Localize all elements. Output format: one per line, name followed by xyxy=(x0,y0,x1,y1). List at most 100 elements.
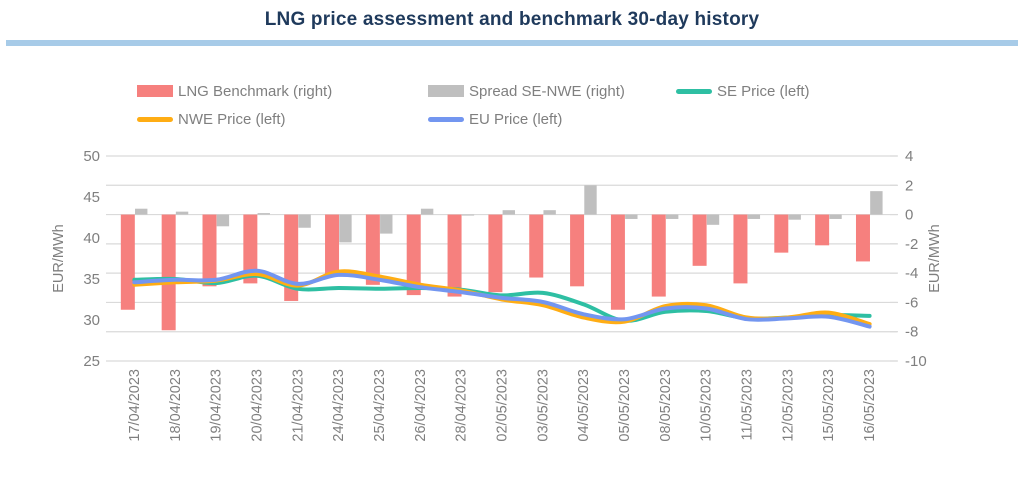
bar xyxy=(815,214,830,246)
bar xyxy=(829,214,842,219)
legend-item-lng-benchmark-right-[interactable]: LNG Benchmark (right) xyxy=(137,82,332,100)
bar xyxy=(625,214,638,219)
x-axis-label: 08/05/2023 xyxy=(658,369,674,442)
bar xyxy=(243,214,258,284)
bar xyxy=(365,214,380,285)
bar xyxy=(651,214,666,297)
bar xyxy=(502,210,515,215)
x-axis-label: 15/05/2023 xyxy=(821,369,837,442)
bar xyxy=(406,214,421,296)
price-chart-svg: 50 45 40 35 30 25 4 2 0 -2 -4 -6 -8 -10 EUR/MWh EUR/MWh… xyxy=(51,148,943,442)
left-axis-labels: 50 45 40 35 30 25 xyxy=(83,148,100,370)
bar xyxy=(774,214,789,253)
legend-item-spread-se-nwe-right-[interactable]: Spread SE-NWE (right) xyxy=(428,82,625,100)
bar xyxy=(461,214,475,216)
bar xyxy=(284,214,299,301)
svg-text:0: 0 xyxy=(905,207,913,224)
bar xyxy=(733,214,748,284)
bar xyxy=(706,214,720,225)
legend-swatch-bar xyxy=(137,85,173,97)
x-axis-label: 04/05/2023 xyxy=(576,369,592,442)
legend-item-eu-price-left-[interactable]: EU Price (left) xyxy=(428,110,562,128)
bar xyxy=(570,214,585,287)
svg-text:-4: -4 xyxy=(905,265,918,282)
legend-label: LNG Benchmark (right) xyxy=(178,82,333,100)
x-axis-label: 18/04/2023 xyxy=(168,369,184,442)
bar xyxy=(665,214,679,219)
x-axis-label: 03/05/2023 xyxy=(535,369,551,442)
x-axis-label: 12/05/2023 xyxy=(780,369,796,442)
svg-text:-10: -10 xyxy=(905,353,927,370)
x-axis-label: 28/04/2023 xyxy=(454,369,470,442)
x-axis-label: 26/04/2023 xyxy=(413,369,429,442)
bar xyxy=(257,213,270,215)
legend-label: EU Price (left) xyxy=(469,110,563,128)
right-axis-title: EUR/MWh xyxy=(927,224,943,292)
svg-text:-6: -6 xyxy=(905,294,918,311)
title-divider xyxy=(6,40,1018,46)
x-axis-label: 05/05/2023 xyxy=(617,369,633,442)
legend-item-nwe-price-left-[interactable]: NWE Price (left) xyxy=(137,110,286,128)
x-axis-label: 24/04/2023 xyxy=(331,369,347,442)
bar xyxy=(161,214,176,331)
bar xyxy=(447,214,462,297)
bar xyxy=(870,191,883,215)
svg-text:30: 30 xyxy=(83,312,100,329)
svg-text:25: 25 xyxy=(83,353,100,370)
bar xyxy=(298,214,311,228)
chart-title: LNG price assessment and benchmark 30-da… xyxy=(264,9,760,30)
bar xyxy=(202,214,217,287)
bars-spread-se-nwe xyxy=(135,185,883,243)
svg-text:50: 50 xyxy=(83,148,100,165)
bar xyxy=(420,208,434,215)
bar xyxy=(584,185,597,215)
bar xyxy=(788,214,801,220)
legend-label: NWE Price (left) xyxy=(178,110,286,128)
bar xyxy=(120,214,135,310)
chart-legend: LNG Benchmark (right) Spread SE-NWE (righ… xyxy=(0,0,1024,140)
price-chart: 50 45 40 35 30 25 4 2 0 -2 -4 -6 -8 -10 EUR/MWh EUR/MWh… xyxy=(0,140,1024,486)
x-axis-labels: 17/04/2023 18/04/2023 19/04/2023 20/04/2023… xyxy=(127,369,878,442)
legend-swatch-line xyxy=(428,116,464,122)
bars-lng-benchmark xyxy=(120,214,870,331)
svg-text:35: 35 xyxy=(83,271,100,288)
bar xyxy=(175,211,189,215)
bar xyxy=(543,210,556,215)
svg-text:2: 2 xyxy=(905,177,913,194)
x-axis-label: 02/05/2023 xyxy=(495,369,511,442)
x-axis-label: 25/04/2023 xyxy=(372,369,388,442)
legend-label: SE Price (left) xyxy=(717,82,810,100)
bar xyxy=(339,214,352,243)
bar xyxy=(855,214,870,262)
bar xyxy=(692,214,707,266)
left-axis-title: EUR/MWh xyxy=(51,224,67,292)
x-axis-label: 21/04/2023 xyxy=(290,369,306,442)
x-axis-label: 16/05/2023 xyxy=(862,369,878,442)
x-axis-label: 10/05/2023 xyxy=(699,369,715,442)
bar xyxy=(488,214,503,293)
legend-swatch-line xyxy=(676,88,712,94)
bar xyxy=(747,214,761,219)
svg-text:40: 40 xyxy=(83,230,100,247)
line-eu-price-left- xyxy=(132,268,872,329)
x-axis-label: 17/04/2023 xyxy=(127,369,143,442)
svg-text:45: 45 xyxy=(83,189,100,206)
svg-text:-8: -8 xyxy=(905,324,918,341)
svg-text:4: 4 xyxy=(905,148,913,165)
right-axis-labels: 4 2 0 -2 -4 -6 -8 -10 xyxy=(890,148,927,370)
x-axis-label: 11/05/2023 xyxy=(740,369,756,441)
bar xyxy=(325,214,340,277)
x-axis-label: 20/04/2023 xyxy=(249,369,265,442)
bar xyxy=(529,214,544,278)
x-axis-label: 19/04/2023 xyxy=(209,369,225,442)
legend-swatch-line xyxy=(137,116,173,122)
bar xyxy=(135,208,148,215)
bar xyxy=(380,214,393,234)
legend-item-se-price-left-[interactable]: SE Price (left) xyxy=(676,82,810,100)
bar xyxy=(610,214,625,310)
bar xyxy=(216,214,230,227)
legend-swatch-bar xyxy=(428,85,464,97)
legend-label: Spread SE-NWE (right) xyxy=(469,82,625,100)
svg-text:-2: -2 xyxy=(905,236,918,253)
